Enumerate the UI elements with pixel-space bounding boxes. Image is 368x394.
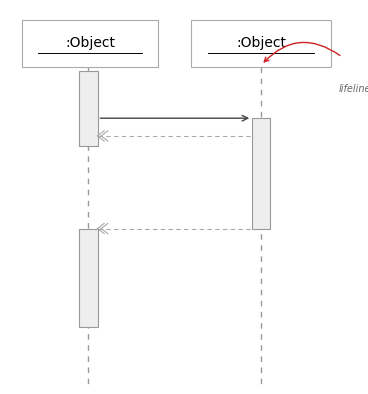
Bar xyxy=(79,229,98,327)
Text: :Object: :Object xyxy=(236,36,286,50)
Bar xyxy=(191,20,331,67)
Text: lifeline: lifeline xyxy=(339,84,368,94)
Bar xyxy=(22,20,158,67)
Bar xyxy=(79,71,98,146)
Text: :Object: :Object xyxy=(65,36,115,50)
Bar xyxy=(252,118,270,229)
